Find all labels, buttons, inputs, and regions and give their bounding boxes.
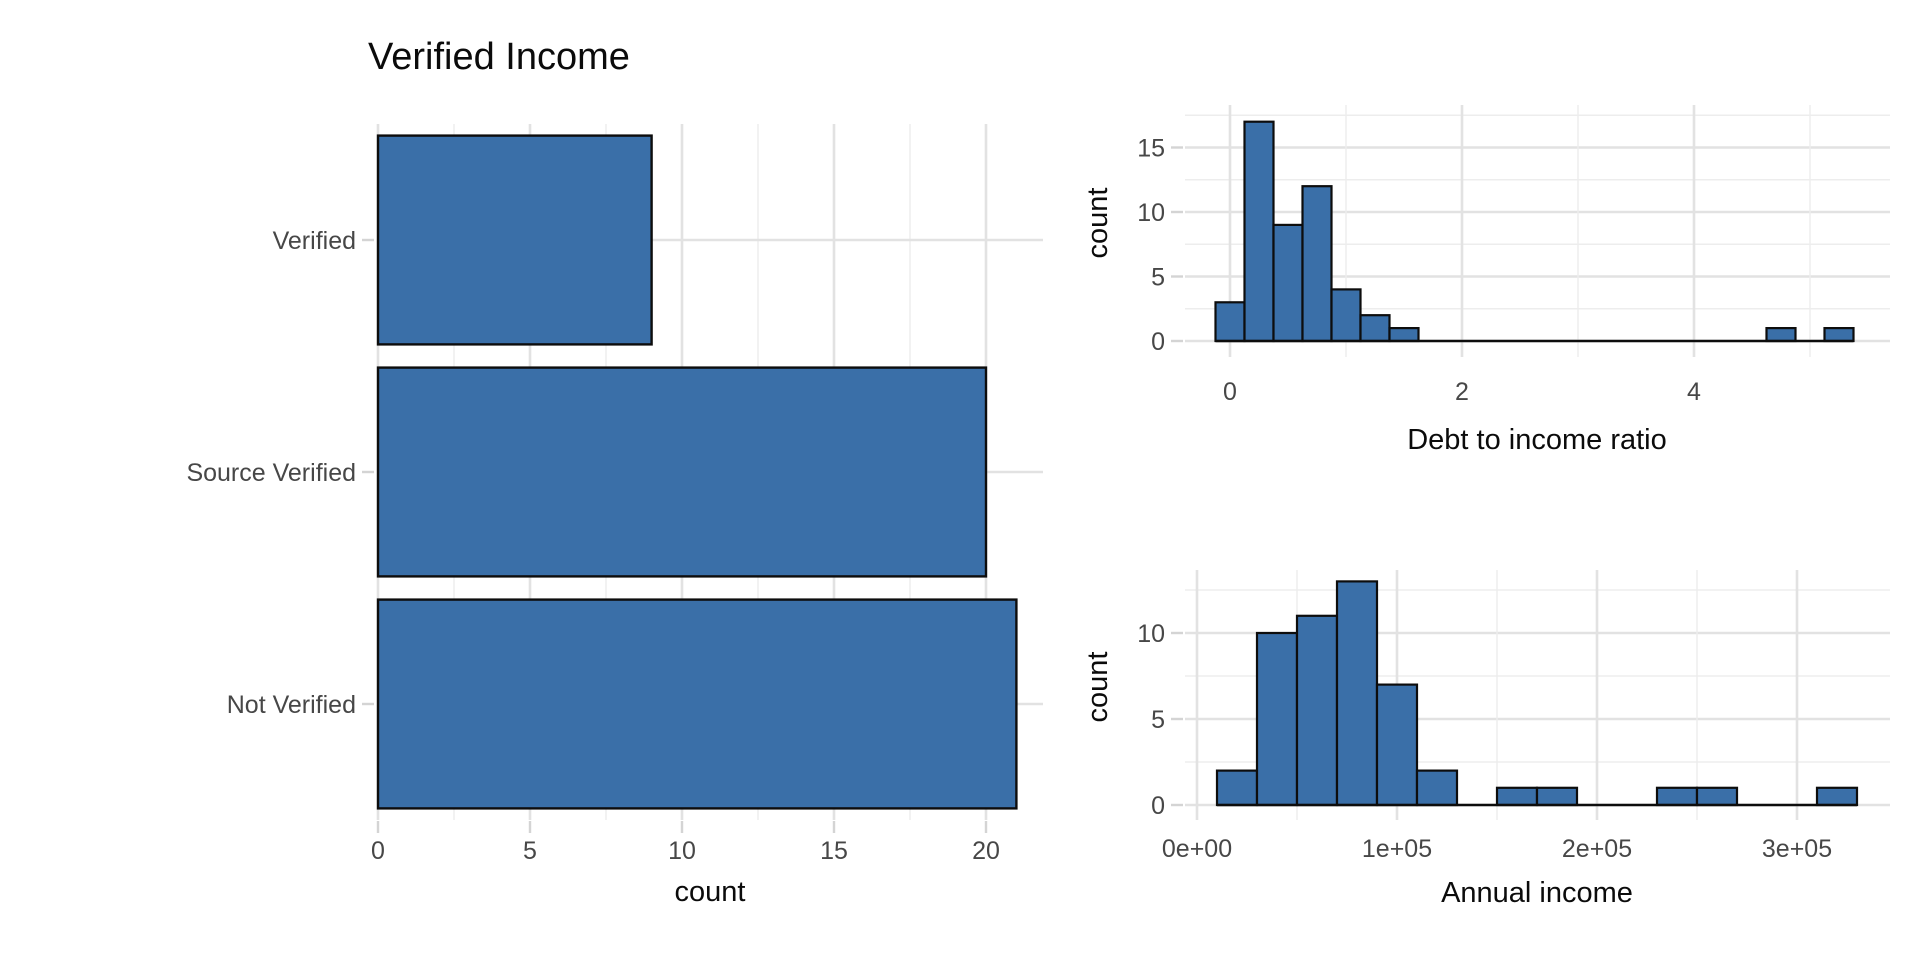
y-tick-label: 5 xyxy=(1151,706,1165,734)
y-tick-label: 15 xyxy=(1137,135,1165,163)
income-histogram-y-axis-title: count xyxy=(1082,651,1114,723)
histogram-bar xyxy=(1415,769,1459,807)
x-tick-label: 10 xyxy=(668,837,696,865)
bar-not-verified xyxy=(376,598,1018,810)
x-tick-label: 3e+05 xyxy=(1762,835,1832,863)
income-histogram-x-axis-title: Annual income xyxy=(1441,877,1633,909)
histogram-bar xyxy=(1301,185,1333,343)
x-tick-label: 0 xyxy=(371,837,385,865)
x-tick-label: 20 xyxy=(972,837,1000,865)
histogram-bar xyxy=(1243,120,1275,343)
histogram-bar xyxy=(1359,314,1391,343)
x-tick-label: 2e+05 xyxy=(1562,835,1632,863)
x-tick-label: 1e+05 xyxy=(1362,835,1432,863)
histogram-bar xyxy=(1535,786,1579,807)
y-tick-label: 10 xyxy=(1137,199,1165,227)
histogram-bar xyxy=(1295,614,1339,807)
histogram-bar xyxy=(1375,683,1419,807)
histogram-bar xyxy=(1335,580,1379,807)
y-tick-label: 10 xyxy=(1137,620,1165,648)
histogram-bar xyxy=(1655,786,1699,807)
histogram-bar xyxy=(1255,631,1299,807)
bar-source-verified xyxy=(376,366,988,578)
histogram-bar xyxy=(1330,288,1362,343)
histogram-bar xyxy=(1388,327,1420,343)
x-tick-label: 4 xyxy=(1687,378,1701,406)
dti-histogram-x-axis-title: Debt to income ratio xyxy=(1407,424,1667,456)
dti-histogram-y-axis-title: count xyxy=(1082,187,1114,259)
x-tick-label: 0 xyxy=(1223,378,1237,406)
x-tick-label: 15 xyxy=(820,837,848,865)
histogram-bar xyxy=(1495,786,1539,807)
histogram-bar xyxy=(1214,301,1246,343)
category-label: Source Verified xyxy=(186,459,356,487)
y-tick-label: 5 xyxy=(1151,264,1165,292)
x-tick-label: 2 xyxy=(1455,378,1469,406)
bar-chart-title: Verified Income xyxy=(368,36,630,78)
category-label: Verified xyxy=(273,227,356,255)
bar-chart-x-axis-title: count xyxy=(674,876,746,908)
category-label: Not Verified xyxy=(227,691,356,719)
histogram-bar xyxy=(1695,786,1739,807)
x-tick-label: 0e+00 xyxy=(1162,835,1232,863)
histogram-bar xyxy=(1823,327,1855,343)
histogram-bar xyxy=(1815,786,1859,807)
histogram-bar xyxy=(1215,769,1259,807)
x-tick-label: 5 xyxy=(523,837,537,865)
bar-verified xyxy=(376,134,653,346)
histogram-bar xyxy=(1272,223,1304,343)
y-tick-label: 0 xyxy=(1151,328,1165,356)
y-tick-label: 0 xyxy=(1151,792,1165,820)
histogram-bar xyxy=(1765,327,1797,343)
